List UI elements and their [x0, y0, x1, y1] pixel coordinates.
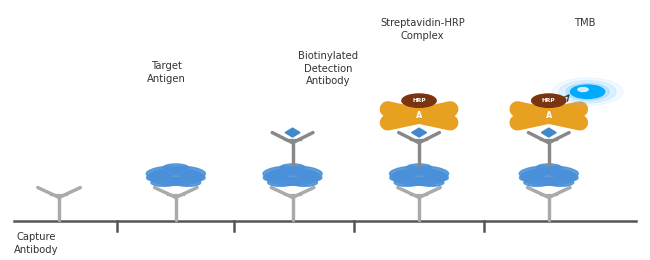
Text: Capture
Antibody: Capture Antibody	[14, 232, 58, 255]
Ellipse shape	[406, 164, 432, 171]
Ellipse shape	[146, 166, 180, 178]
Circle shape	[559, 81, 616, 103]
Ellipse shape	[148, 168, 203, 185]
Ellipse shape	[163, 164, 188, 171]
Circle shape	[552, 78, 623, 106]
Circle shape	[578, 88, 588, 92]
Text: TMB: TMB	[574, 18, 595, 28]
Ellipse shape	[556, 172, 578, 181]
Circle shape	[571, 85, 605, 99]
Ellipse shape	[151, 177, 180, 186]
Text: Streptavidin-HRP
Complex: Streptavidin-HRP Complex	[380, 18, 465, 41]
Ellipse shape	[280, 164, 305, 171]
Text: Target
Antigen: Target Antigen	[147, 61, 185, 84]
Ellipse shape	[545, 177, 574, 186]
Text: HRP: HRP	[542, 98, 556, 103]
Ellipse shape	[265, 168, 320, 185]
Circle shape	[566, 83, 609, 100]
Polygon shape	[411, 128, 426, 137]
Ellipse shape	[519, 166, 553, 178]
Ellipse shape	[288, 177, 317, 186]
Ellipse shape	[288, 166, 322, 178]
Polygon shape	[541, 128, 556, 137]
Ellipse shape	[415, 177, 444, 186]
Ellipse shape	[519, 172, 541, 181]
Ellipse shape	[521, 168, 576, 185]
Ellipse shape	[544, 166, 578, 178]
Ellipse shape	[300, 172, 322, 181]
Ellipse shape	[426, 172, 448, 181]
Text: Biotinylated
Detection
Antibody: Biotinylated Detection Antibody	[298, 51, 358, 86]
Circle shape	[402, 94, 436, 107]
Ellipse shape	[390, 172, 411, 181]
Text: A: A	[416, 111, 422, 120]
Ellipse shape	[536, 164, 562, 171]
Ellipse shape	[524, 177, 553, 186]
Text: A: A	[545, 111, 552, 120]
Ellipse shape	[392, 168, 447, 185]
Ellipse shape	[263, 166, 297, 178]
Ellipse shape	[415, 166, 448, 178]
Circle shape	[532, 94, 566, 107]
Ellipse shape	[268, 177, 297, 186]
Ellipse shape	[147, 172, 168, 181]
Ellipse shape	[389, 166, 424, 178]
Polygon shape	[285, 128, 300, 137]
Ellipse shape	[183, 172, 205, 181]
Text: HRP: HRP	[412, 98, 426, 103]
Ellipse shape	[263, 172, 285, 181]
Ellipse shape	[172, 177, 201, 186]
Ellipse shape	[394, 177, 423, 186]
Ellipse shape	[172, 166, 205, 178]
